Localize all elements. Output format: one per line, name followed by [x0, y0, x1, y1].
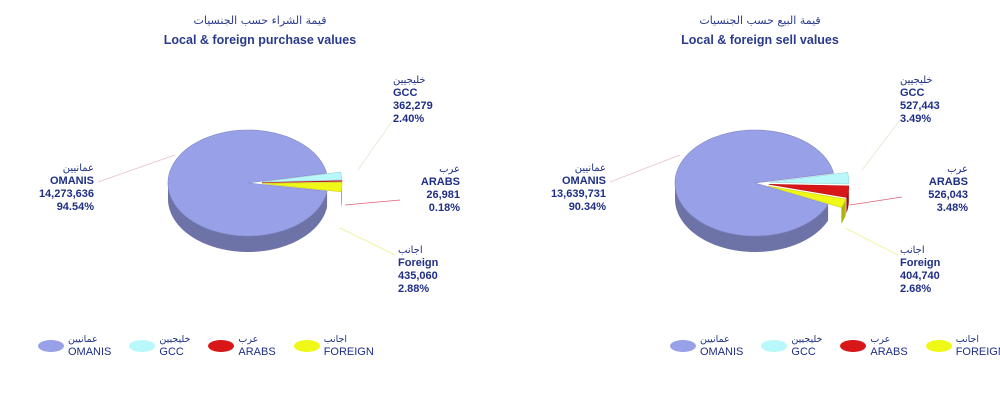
pie-slice-omanis	[674, 129, 834, 237]
chart-title: Local & foreign sell values	[681, 33, 839, 47]
pie-slice-omanis	[167, 129, 328, 237]
legend-item-arabs: عرب ARABS	[208, 334, 276, 358]
leader-line	[844, 227, 899, 256]
pie-slice-side-foreign	[841, 199, 846, 224]
pie-slice-arabs	[768, 183, 850, 198]
label-foreign: اجانب Foreign 404,740 2.68%	[900, 245, 941, 295]
pie-slice-gcc	[261, 171, 343, 183]
chart-title-arabic: قيمة البيع حسب الجنسيات	[699, 14, 821, 27]
pie-slice-gcc	[768, 172, 850, 185]
legend-item-omanis: عمانيين OMANIS	[670, 334, 743, 358]
leader-line	[357, 119, 394, 171]
pie-slice-foreign	[768, 185, 847, 208]
legend-swatch	[293, 340, 320, 352]
label-arabs: عرب ARABS 526,043 3.48%	[928, 164, 968, 214]
label-gcc: خليجيين GCC 527,443 3.49%	[900, 75, 940, 125]
purchase-chart-panel: قيمة الشراء حسب الجنسيات Local & foreign…	[38, 14, 460, 358]
label-arabs: عرب ARABS 26,981 0.18%	[420, 164, 460, 214]
pie-slice-side-omanis	[168, 182, 328, 252]
sell-pie-chart	[609, 119, 903, 256]
legend-swatch	[208, 340, 235, 352]
legend-item-gcc: خليجيين GCC	[761, 334, 822, 358]
legend-item-gcc: خليجيين GCC	[129, 334, 190, 358]
chart-title-arabic: قيمة الشراء حسب الجنسيات	[193, 14, 327, 27]
chart-legend: عمانيين OMANIS خليجيين GCC عرب ARABS اجانب F…	[38, 334, 392, 358]
leader-line	[339, 227, 396, 256]
legend-swatch	[129, 340, 156, 352]
legend-swatch	[925, 340, 952, 352]
legend-swatch	[670, 340, 696, 352]
label-omanis: عمانيين OMANIS 13,639,731 90.34%	[550, 163, 606, 213]
legend-item-arabs: عرب ARABS	[840, 334, 908, 358]
chart-title: Local & foreign purchase values	[163, 33, 357, 47]
pie-slice-foreign	[261, 181, 343, 193]
leader-line	[97, 154, 176, 183]
legend-item-omanis: عمانيين OMANIS	[38, 334, 111, 358]
legend-swatch	[840, 340, 867, 352]
label-foreign: اجانب Foreign 435,060 2.88%	[398, 245, 439, 295]
legend-swatch	[38, 340, 64, 352]
leader-line	[849, 196, 903, 206]
pie-slice-side-arabs	[846, 185, 849, 214]
pie-slice-side-omanis	[675, 182, 829, 252]
legend-swatch	[761, 340, 788, 352]
pie-slice-arabs	[261, 180, 343, 184]
leader-line	[609, 154, 681, 183]
purchase-pie-chart	[97, 119, 401, 256]
leader-line	[344, 199, 401, 206]
label-gcc: خليجيين GCC 362,279 2.40%	[393, 75, 433, 125]
chart-legend: عمانيين OMANIS خليجيين GCC عرب ARABS اجانب F…	[670, 334, 1000, 358]
label-omanis: عمانيين OMANIS 14,273,636 94.54%	[38, 163, 94, 213]
sell-chart-panel: قيمة البيع حسب الجنسيات Local & foreign …	[500, 0, 1000, 404]
leader-line	[861, 119, 901, 171]
